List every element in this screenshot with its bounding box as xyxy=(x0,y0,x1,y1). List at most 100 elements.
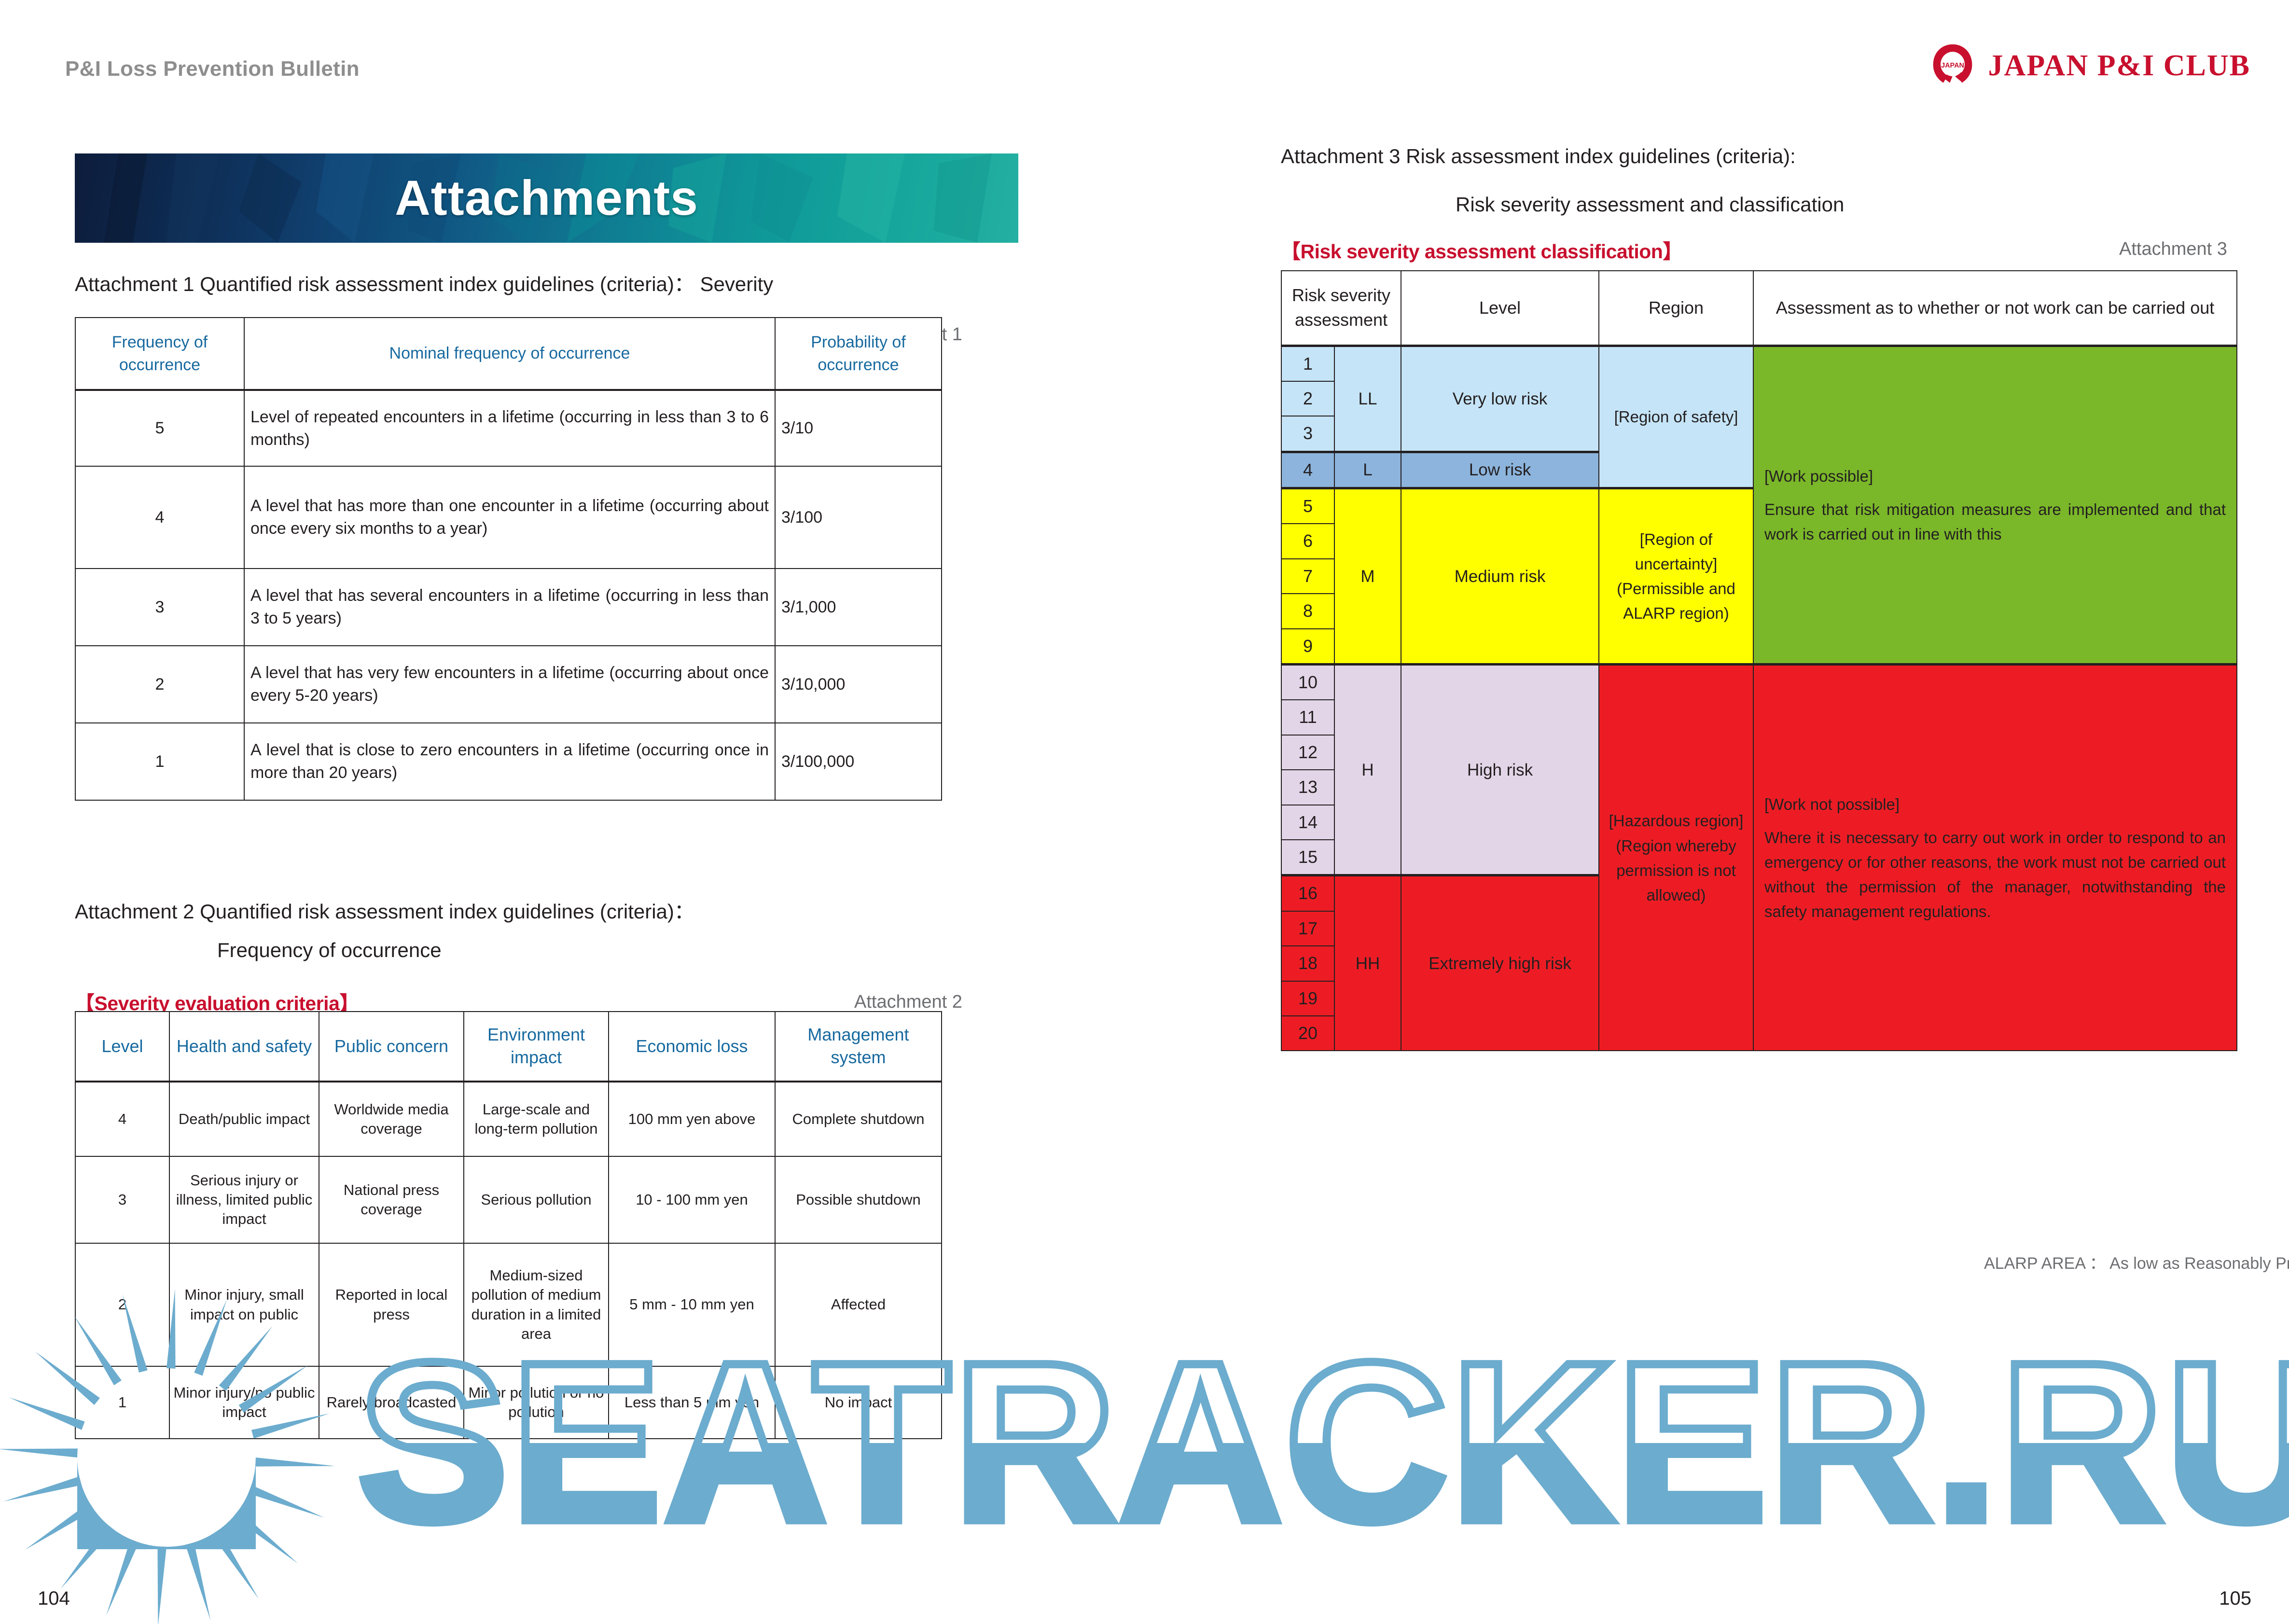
page-number-left: 104 xyxy=(38,1588,70,1609)
cell-band-risk: High risk xyxy=(1401,663,1600,876)
cell-economic: 100 mm yen above xyxy=(608,1081,776,1157)
cell-index: 4 xyxy=(1281,450,1335,489)
table-header-row: Level Health and safety Public concern E… xyxy=(75,1011,942,1083)
table-row: 13 xyxy=(1281,769,2237,805)
cell-index: 19 xyxy=(1281,980,1335,1016)
alarp-note: ALARP AREA ： As low as Reasonably Practi… xyxy=(1984,1254,2289,1273)
cell-index: 2 xyxy=(1281,380,1335,417)
cell-public: Reported in local press xyxy=(319,1243,464,1367)
table-row: 4 Death/public impact Worldwide media co… xyxy=(75,1081,942,1157)
table-row: 18 xyxy=(1281,945,2237,982)
table-row: 19 xyxy=(1281,980,2237,1016)
brand-mark-label: JAPAN xyxy=(1941,62,1964,69)
col-assessment: Assessment as to whether or not work can… xyxy=(1753,270,2238,347)
cell-index: 13 xyxy=(1281,769,1335,805)
cell-band-level: H xyxy=(1333,663,1402,876)
attachment3-caption-line1: Attachment 3 Risk assessment index guide… xyxy=(1281,145,1796,167)
cell-region-hazardous: [Hazardous region] (Region whereby permi… xyxy=(1598,663,1754,1052)
table-row: 16 HH Extremely high risk xyxy=(1281,874,2237,1052)
cell-index: 14 xyxy=(1281,804,1335,840)
cell-management: Complete shutdown xyxy=(775,1081,942,1157)
col-environment-impact: Environment impact xyxy=(463,1011,609,1083)
assessment-body: Ensure that risk mitigation measures are… xyxy=(1764,500,2226,543)
table-row: 15 xyxy=(1281,839,2237,876)
attachment3-tag: Attachment 3 xyxy=(2119,239,2227,259)
cell-probability: 3/1,000 xyxy=(775,568,942,646)
table-row: 2 A level that has very few encounters i… xyxy=(75,645,942,723)
table-attachment-3: Risk severity assessment Level Region As… xyxy=(1280,270,2238,1052)
table-row: 10 H High risk [Hazardous region] (Regio… xyxy=(1281,663,2238,1052)
bulletin-title: P&I Loss Prevention Bulletin xyxy=(65,57,360,81)
assessment-body: Where it is necessary to carry out work … xyxy=(1764,828,2226,921)
cell-health: Minor injury, small impact on public xyxy=(169,1243,319,1367)
page-number-right: 105 xyxy=(2219,1588,2251,1609)
cell-public: Rarely broadcasted xyxy=(319,1366,464,1439)
cell-public: Worldwide media coverage xyxy=(319,1081,464,1157)
cell-index: 7 xyxy=(1281,558,1335,595)
cell-level: 2 xyxy=(75,1243,170,1367)
table-header-row: Risk severity assessment Level Region As… xyxy=(1280,270,2238,347)
cell-index: 3 xyxy=(1281,416,1335,453)
cell-band-risk: Extremely high risk xyxy=(1401,874,1600,1052)
cell-economic: 5 mm - 10 mm yen xyxy=(608,1243,776,1367)
col-health-and-safety: Health and safety xyxy=(169,1011,319,1083)
japan-pi-club-mark-icon: JAPAN xyxy=(1929,42,1976,89)
table-row: 1 Minor injury/no public impact Rarely b… xyxy=(75,1366,942,1439)
right-page: Attachment 3 Risk assessment index guide… xyxy=(1144,0,2289,1624)
cell-index: 12 xyxy=(1281,734,1335,771)
table-row: 8 xyxy=(1281,593,2237,629)
table-row: 17 xyxy=(1281,910,2237,947)
cell-index: 18 xyxy=(1281,945,1335,982)
attachment2-bracket-title: 【Severity evaluation criteria】 xyxy=(75,992,359,1014)
cell-index: 6 xyxy=(1281,523,1335,559)
cell-band-risk: Medium risk xyxy=(1401,487,1600,665)
cell-index: 15 xyxy=(1281,839,1335,876)
cell-band-risk: Low risk xyxy=(1401,450,1600,489)
cell-probability: 3/10 xyxy=(775,389,942,467)
cell-level: 1 xyxy=(75,722,245,801)
cell-public: National press coverage xyxy=(319,1156,464,1244)
table-row: 3 A level that has several encounters in… xyxy=(75,568,942,646)
cell-index: 9 xyxy=(1281,628,1335,665)
table-attachment-2: Level Health and safety Public concern E… xyxy=(75,1011,942,1439)
col-risk-severity-assessment: Risk severity assessment xyxy=(1280,270,1402,347)
col-nominal-frequency: Nominal frequency of occurrence xyxy=(244,317,776,391)
assessment-heading: [Work possible] xyxy=(1764,467,1873,485)
attachment2-caption-line2: Frequency of occurrence xyxy=(217,939,442,961)
cell-level: 4 xyxy=(75,1081,170,1157)
table-row: 12 xyxy=(1281,734,2237,771)
cell-management: Affected xyxy=(775,1243,942,1367)
table-row: 5 Level of repeated encounters in a life… xyxy=(75,389,942,467)
col-level: Level xyxy=(1401,270,1600,347)
table-row: 6 xyxy=(1281,523,2237,559)
cell-economic: 10 - 100 mm yen xyxy=(608,1156,776,1244)
table-row: 4 L Low risk xyxy=(1281,450,2237,489)
attachments-banner: Attachments xyxy=(75,153,1018,243)
brand-wordmark: JAPAN P&I CLUB xyxy=(1988,49,2250,82)
cell-level: 4 xyxy=(75,466,245,569)
table-row: 20 xyxy=(1281,1015,2237,1052)
cell-nominal: A level that has more than one encounter… xyxy=(244,466,776,569)
cell-index: 10 xyxy=(1281,663,1335,701)
cell-nominal: Level of repeated encounters in a lifeti… xyxy=(244,389,776,467)
cell-level: 3 xyxy=(75,568,245,646)
table-row: 1 LL Very low risk [Region of safety] [W… xyxy=(1281,344,2238,665)
cell-band-level: LL xyxy=(1333,344,1402,453)
cell-index: 16 xyxy=(1281,874,1335,912)
cell-assessment-work-possible: [Work possible] Ensure that risk mitigat… xyxy=(1753,344,2238,665)
col-public-concern: Public concern xyxy=(319,1011,464,1083)
cell-probability: 3/100 xyxy=(775,466,942,569)
cell-level: 3 xyxy=(75,1156,170,1244)
cell-index: 20 xyxy=(1281,1015,1335,1052)
cell-nominal: A level that has several encounters in a… xyxy=(244,568,776,646)
cell-band-level: HH xyxy=(1333,874,1402,1052)
cell-health: Death/public impact xyxy=(169,1081,319,1157)
col-region: Region xyxy=(1598,270,1754,347)
left-page: Attachments Attachment 1 Quantified risk… xyxy=(0,0,1144,1624)
attachments-title: Attachments xyxy=(395,170,698,225)
page-header: P&I Loss Prevention Bulletin JAPAN JAPAN… xyxy=(0,0,2289,97)
cell-index: 5 xyxy=(1281,487,1335,525)
cell-band-risk: Very low risk xyxy=(1401,344,1600,453)
table-row: 2 Minor injury, small impact on public R… xyxy=(75,1243,942,1367)
cell-environment: Serious pollution xyxy=(463,1156,609,1244)
